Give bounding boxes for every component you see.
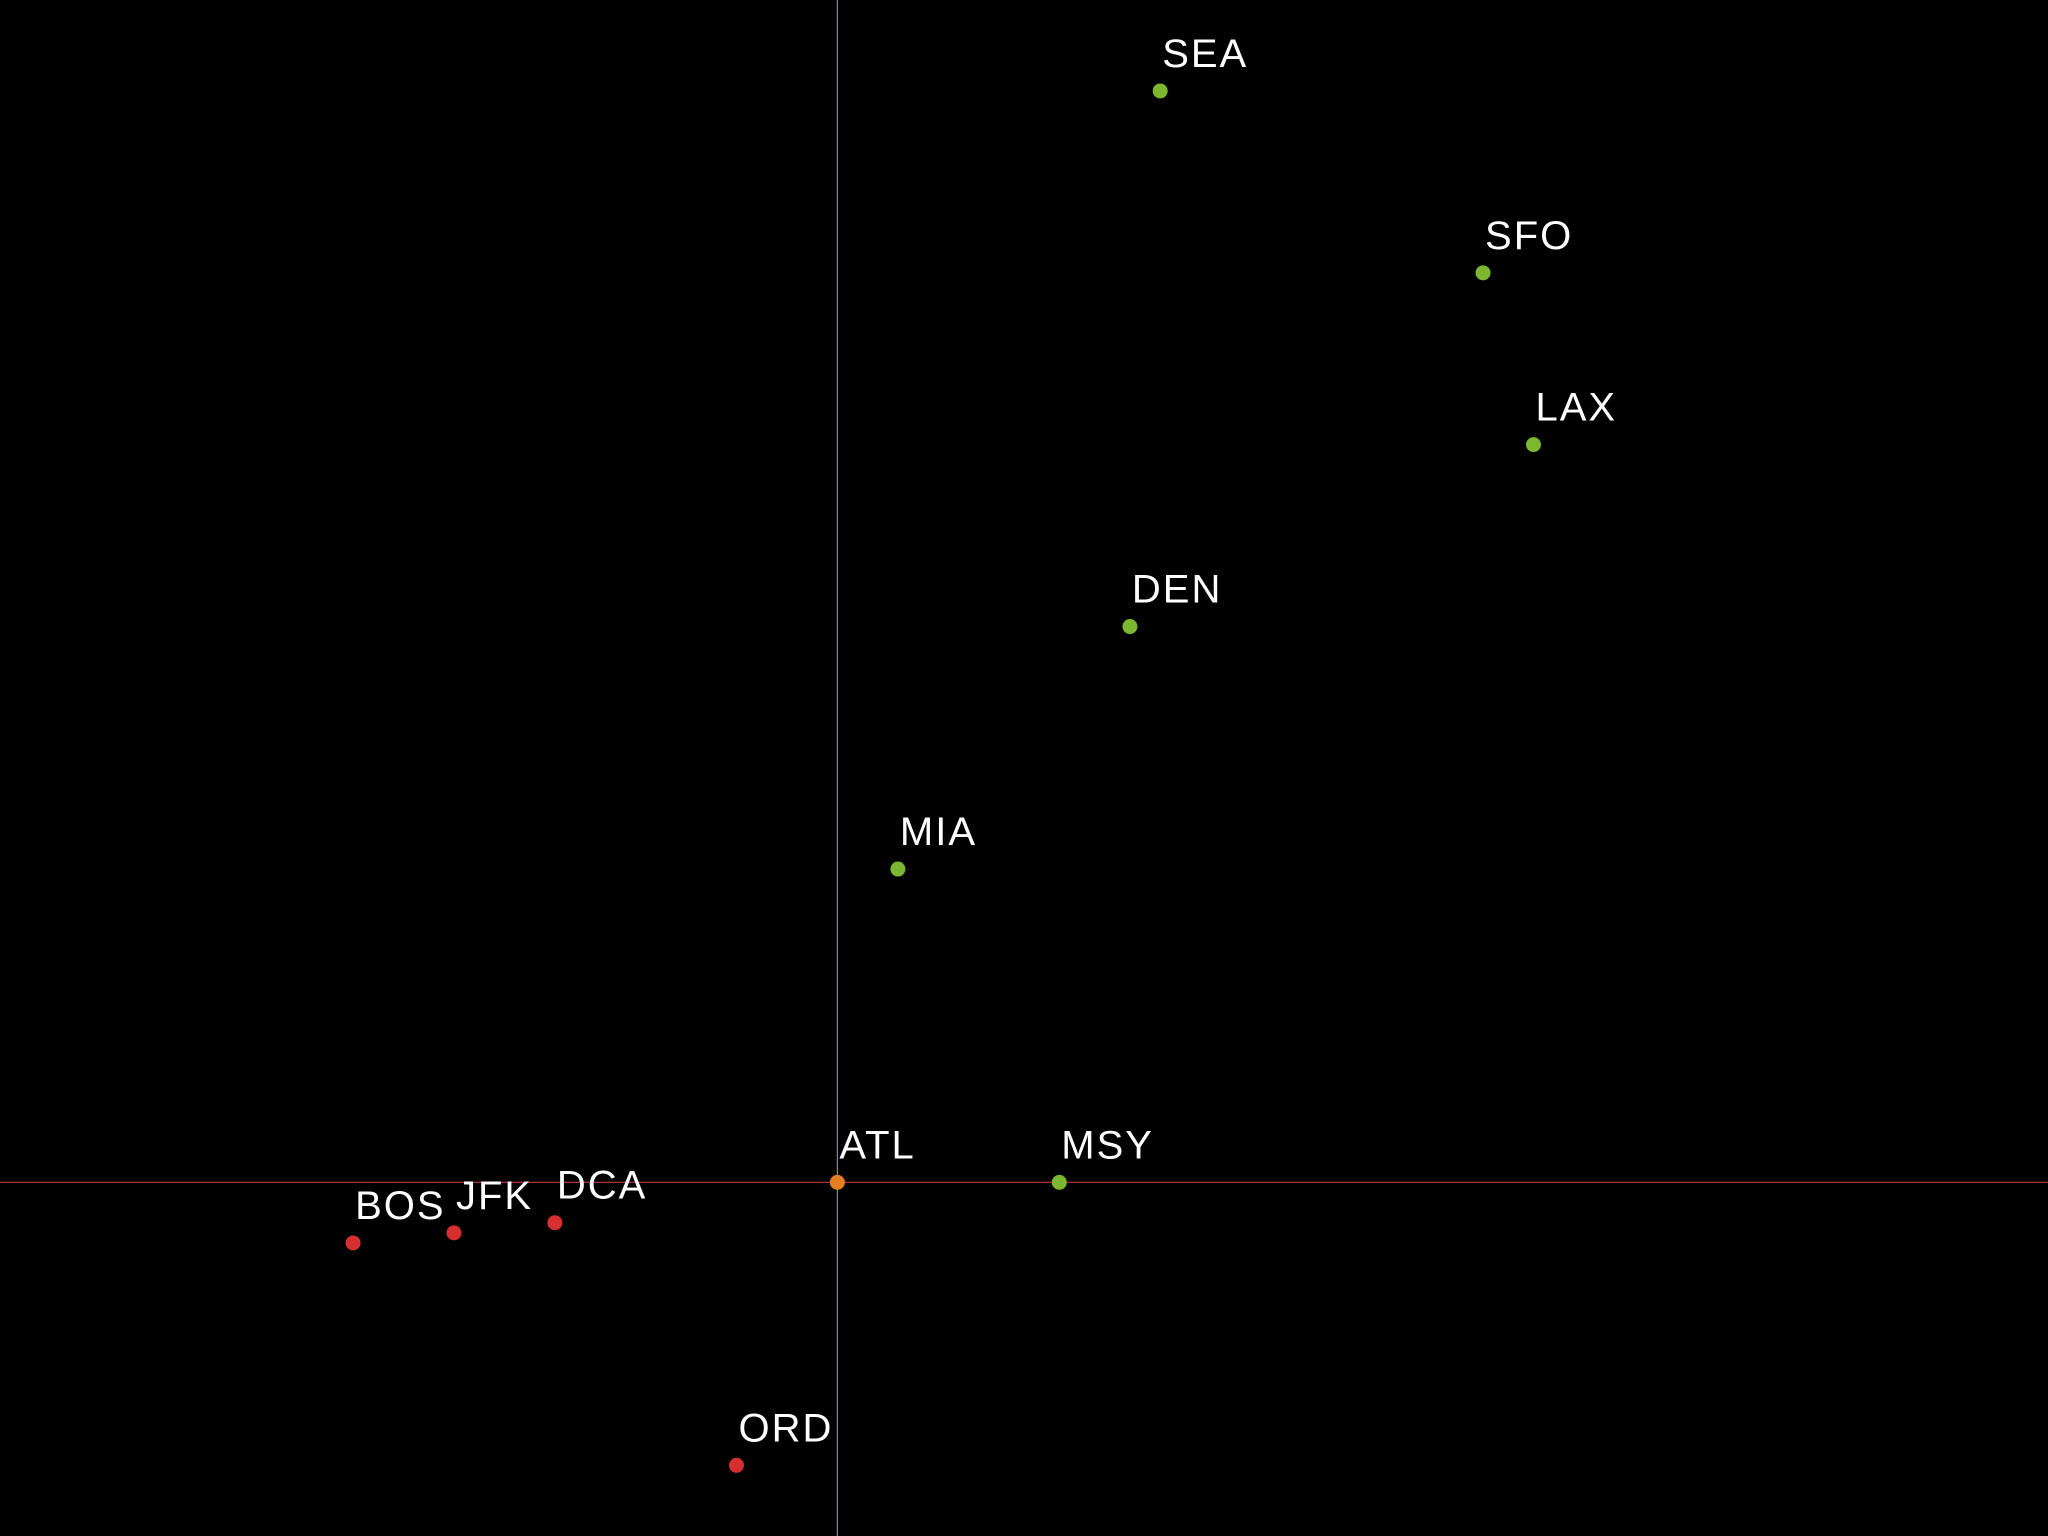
- point-label: BOS: [355, 1184, 445, 1228]
- point-marker: [446, 1225, 462, 1241]
- point-marker: [890, 861, 906, 877]
- point-marker: [1051, 1174, 1067, 1190]
- point-marker: [1152, 83, 1168, 99]
- point-marker: [1525, 437, 1541, 453]
- data-point-msy: MSY: [1051, 1123, 1154, 1190]
- data-point-lax: LAX: [1525, 386, 1617, 453]
- point-label: LAX: [1535, 386, 1617, 430]
- data-point-sfo: SFO: [1475, 214, 1573, 281]
- point-marker: [728, 1457, 744, 1473]
- point-marker: [1475, 265, 1491, 281]
- point-label: JFK: [456, 1174, 533, 1218]
- point-label: SEA: [1162, 32, 1248, 76]
- data-point-sea: SEA: [1152, 32, 1248, 99]
- point-label: SFO: [1485, 214, 1573, 258]
- points-layer: SEA SFO LAX DEN MIA ATL MSY BOS JFK DCA ORD: [345, 32, 1617, 1473]
- data-point-den: DEN: [1122, 568, 1222, 635]
- point-label: ORD: [738, 1406, 833, 1450]
- data-point-bos: BOS: [345, 1184, 445, 1251]
- point-label: MIA: [900, 810, 977, 854]
- point-marker: [547, 1215, 563, 1231]
- point-label: MSY: [1061, 1123, 1154, 1167]
- point-marker: [1122, 619, 1138, 635]
- data-point-atl: ATL: [829, 1123, 915, 1190]
- point-marker: [829, 1174, 845, 1190]
- data-point-mia: MIA: [890, 810, 977, 877]
- data-point-dca: DCA: [547, 1164, 647, 1231]
- data-point-ord: ORD: [728, 1406, 833, 1473]
- point-label: DEN: [1132, 568, 1222, 612]
- data-point-jfk: JFK: [446, 1174, 533, 1241]
- point-marker: [345, 1235, 361, 1251]
- point-label: ATL: [839, 1123, 915, 1167]
- point-label: DCA: [557, 1164, 647, 1208]
